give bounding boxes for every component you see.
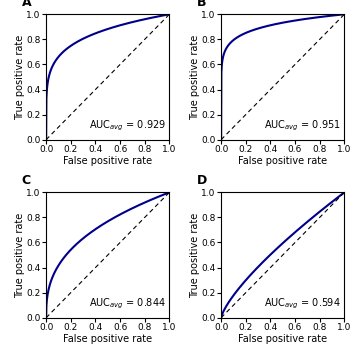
Y-axis label: True positive rate: True positive rate [15, 212, 25, 298]
Text: A: A [22, 0, 31, 9]
X-axis label: False positive rate: False positive rate [238, 334, 327, 344]
Text: AUC$_{avg}$ = 0.844: AUC$_{avg}$ = 0.844 [89, 297, 166, 311]
X-axis label: False positive rate: False positive rate [63, 334, 152, 344]
Text: C: C [22, 174, 31, 187]
Text: B: B [196, 0, 206, 9]
Y-axis label: True positive rate: True positive rate [190, 212, 200, 298]
Y-axis label: True positive rate: True positive rate [15, 34, 25, 120]
X-axis label: False positive rate: False positive rate [238, 156, 327, 166]
Text: AUC$_{avg}$ = 0.594: AUC$_{avg}$ = 0.594 [264, 297, 341, 311]
Text: AUC$_{avg}$ = 0.951: AUC$_{avg}$ = 0.951 [264, 119, 341, 134]
X-axis label: False positive rate: False positive rate [63, 156, 152, 166]
Y-axis label: True positive rate: True positive rate [190, 34, 200, 120]
Text: AUC$_{avg}$ = 0.929: AUC$_{avg}$ = 0.929 [89, 119, 166, 134]
Text: D: D [196, 174, 207, 187]
